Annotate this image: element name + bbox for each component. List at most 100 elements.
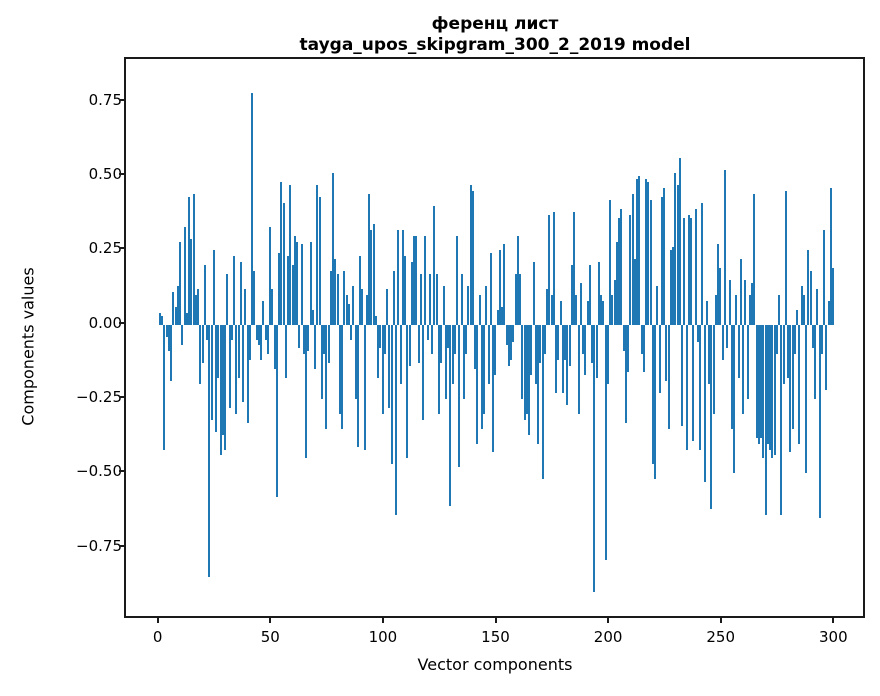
bar bbox=[298, 324, 301, 349]
bar bbox=[219, 324, 222, 456]
bar bbox=[347, 303, 350, 325]
y-tick-label: 0.25 bbox=[88, 239, 122, 258]
bar bbox=[352, 286, 355, 325]
bar bbox=[293, 235, 296, 325]
x-tick-mark bbox=[269, 618, 272, 623]
bar bbox=[559, 300, 562, 325]
bar bbox=[282, 202, 285, 325]
bar bbox=[798, 324, 801, 444]
bar bbox=[197, 289, 199, 325]
bar bbox=[825, 324, 828, 391]
x-tick-label: 50 bbox=[260, 628, 280, 646]
x-tick-mark bbox=[381, 618, 384, 623]
bar bbox=[257, 324, 260, 346]
bar bbox=[683, 217, 686, 325]
bar bbox=[410, 262, 413, 325]
bar bbox=[374, 315, 377, 325]
bar bbox=[188, 196, 190, 325]
bar bbox=[737, 324, 740, 379]
bar bbox=[519, 274, 521, 325]
bar bbox=[793, 324, 796, 355]
bar bbox=[615, 241, 618, 325]
bar bbox=[717, 244, 720, 325]
bar bbox=[161, 315, 163, 325]
bar bbox=[230, 324, 233, 340]
bar bbox=[588, 265, 591, 325]
bar bbox=[811, 324, 814, 349]
y-tick-label: −0.75 bbox=[76, 536, 122, 555]
bar bbox=[307, 324, 310, 352]
bar bbox=[478, 295, 481, 325]
bar bbox=[501, 306, 503, 325]
bar bbox=[577, 324, 580, 414]
bar bbox=[302, 324, 305, 355]
y-tick-label: −0.50 bbox=[76, 462, 122, 481]
bar bbox=[422, 324, 425, 420]
bar bbox=[685, 324, 688, 450]
bar bbox=[368, 193, 371, 325]
bar bbox=[203, 265, 206, 325]
bar bbox=[287, 256, 290, 325]
y-tick-mark bbox=[119, 396, 124, 399]
bar bbox=[667, 324, 670, 429]
bar bbox=[179, 241, 181, 325]
bar bbox=[539, 324, 542, 364]
x-tick-mark bbox=[156, 618, 159, 623]
bar bbox=[676, 185, 679, 325]
bar bbox=[744, 280, 747, 325]
bar bbox=[224, 324, 226, 450]
bar bbox=[651, 324, 654, 465]
bar bbox=[210, 324, 213, 420]
bar bbox=[404, 256, 407, 325]
bar bbox=[600, 295, 603, 325]
bar bbox=[735, 295, 738, 325]
bar bbox=[447, 324, 449, 349]
bar bbox=[622, 324, 625, 352]
bar bbox=[620, 208, 623, 325]
bar bbox=[746, 324, 749, 399]
bar bbox=[537, 324, 539, 444]
bar bbox=[453, 324, 456, 355]
bar bbox=[176, 286, 179, 325]
bar bbox=[687, 214, 690, 325]
bar bbox=[570, 265, 573, 325]
bar bbox=[489, 253, 492, 325]
bar bbox=[419, 274, 422, 325]
bar bbox=[724, 170, 726, 325]
bar bbox=[665, 324, 668, 382]
bar bbox=[390, 324, 393, 465]
bar bbox=[433, 205, 436, 325]
bar bbox=[401, 229, 404, 325]
x-tick-label: 300 bbox=[818, 628, 848, 646]
bar bbox=[428, 274, 431, 325]
bar bbox=[703, 324, 706, 483]
bar bbox=[354, 324, 357, 399]
bar bbox=[631, 193, 634, 325]
bar bbox=[296, 241, 299, 325]
bar bbox=[604, 324, 607, 560]
bar bbox=[372, 223, 375, 325]
bar bbox=[591, 324, 594, 364]
y-tick-mark bbox=[119, 173, 124, 176]
bar bbox=[183, 226, 186, 325]
bar bbox=[327, 324, 330, 364]
bar bbox=[555, 324, 558, 394]
bar bbox=[300, 244, 303, 325]
bar bbox=[730, 324, 733, 429]
bar bbox=[435, 274, 438, 325]
bar bbox=[649, 199, 652, 325]
bar bbox=[710, 324, 713, 509]
bar bbox=[757, 324, 760, 444]
bar bbox=[399, 324, 402, 385]
bar bbox=[167, 324, 170, 352]
bar bbox=[820, 324, 823, 355]
bar bbox=[782, 324, 785, 385]
bar bbox=[832, 268, 834, 325]
bar bbox=[318, 196, 321, 325]
bar bbox=[762, 324, 765, 459]
bar bbox=[681, 324, 684, 426]
bar bbox=[289, 185, 292, 325]
bar bbox=[672, 247, 675, 325]
bar bbox=[417, 324, 420, 364]
bar bbox=[579, 283, 582, 325]
